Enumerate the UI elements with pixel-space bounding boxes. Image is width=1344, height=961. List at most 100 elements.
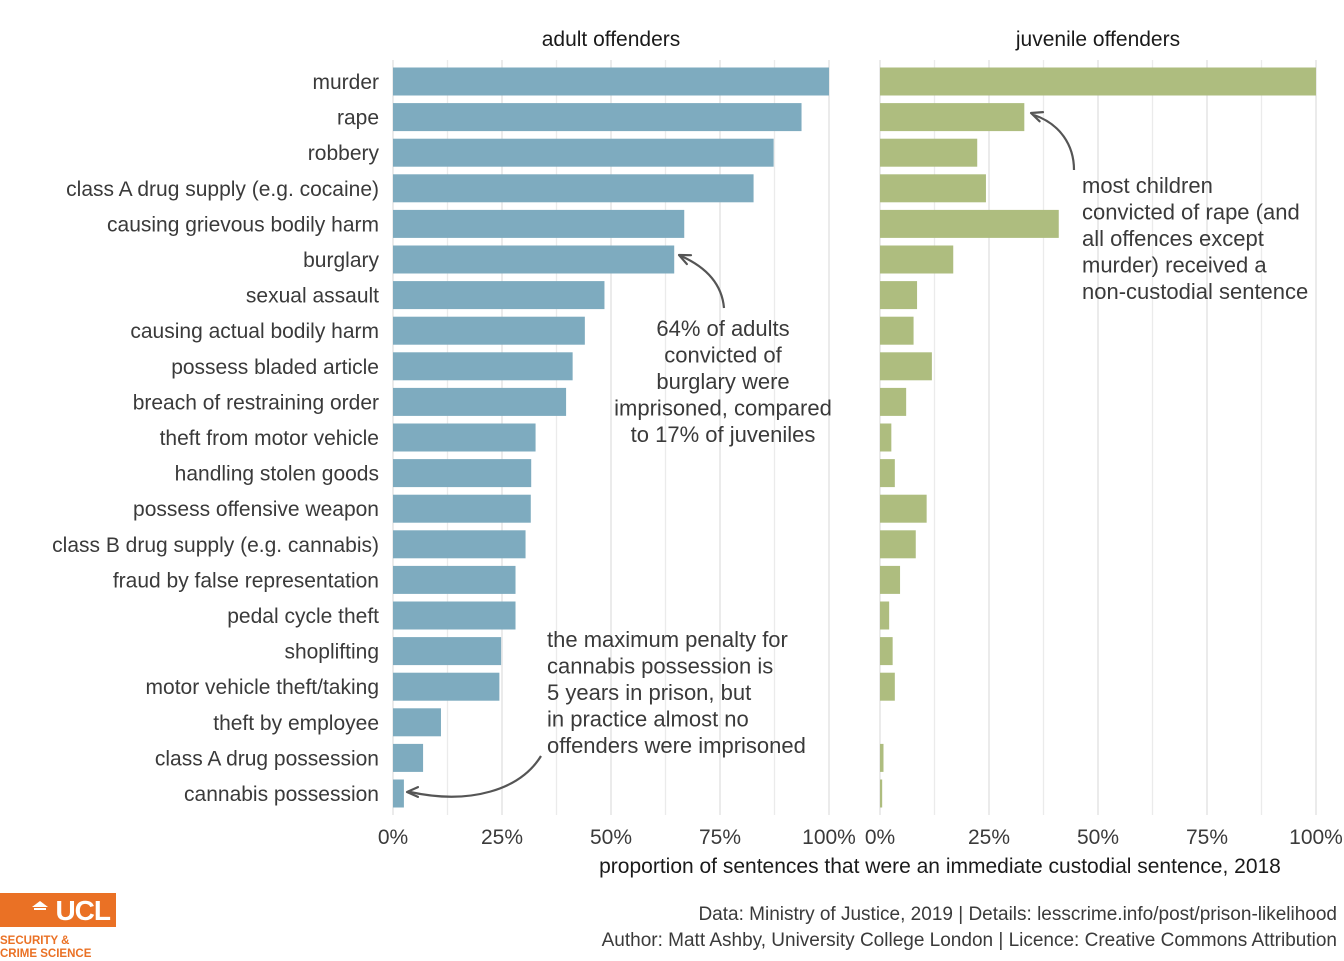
bar-juvenile [880, 459, 895, 488]
arrowhead-icon [405, 786, 420, 798]
annotation-line: cannabis possession is [547, 654, 773, 679]
category-label: possess offensive weapon [133, 498, 379, 521]
bar-adult [393, 672, 500, 701]
x-tick-label: 50% [590, 826, 632, 849]
ucl-logo-box: UCL [0, 893, 116, 927]
caption-author: Author: Matt Ashby, University College L… [601, 930, 1337, 951]
bar-juvenile [880, 316, 914, 345]
x-tick-label: 100% [1289, 826, 1343, 849]
caption-data-source: Data: Ministry of Justice, 2019 | Detail… [698, 904, 1337, 925]
x-tick-labels: 0% 25% 50% 75% 100% 0% 25% 50% 75% 100% [378, 826, 1343, 849]
category-label: causing actual bodily harm [130, 320, 379, 343]
category-label: causing grievous bodily harm [107, 213, 379, 236]
x-tick-label: 75% [1186, 826, 1228, 849]
annotation-line: imprisoned, compared [614, 396, 832, 421]
category-label: handling stolen goods [175, 463, 379, 486]
category-label: breach of restraining order [133, 391, 379, 414]
bar-juvenile [880, 779, 883, 808]
bar-adult [393, 423, 536, 452]
category-labels: murder rape robbery class A drug supply (e.… [52, 71, 379, 806]
bar-adult [393, 530, 526, 559]
bar-juvenile [880, 352, 932, 381]
bar-juvenile [880, 530, 916, 559]
bar-juvenile [880, 565, 901, 594]
category-label: cannabis possession [184, 783, 379, 806]
category-label: theft by employee [213, 712, 379, 735]
bar-juvenile [880, 672, 895, 701]
category-label: robbery [308, 142, 380, 165]
arrowhead-icon [677, 253, 693, 266]
bar-adult [393, 565, 516, 594]
x-tick-label: 75% [699, 826, 741, 849]
annotation-line: to 17% of juveniles [631, 422, 816, 447]
category-label: possess bladed article [171, 356, 379, 379]
category-label: class B drug supply (e.g. cannabis) [52, 534, 379, 557]
category-label: class A drug supply (e.g. cocaine) [66, 178, 379, 201]
arrowhead-icon [1029, 111, 1045, 123]
bar-juvenile [880, 637, 893, 666]
panel-titles: adult offenders juvenile offenders [542, 28, 1180, 51]
category-label: fraud by false representation [113, 569, 379, 592]
bar-adult [393, 779, 404, 808]
bar-adult [393, 138, 774, 167]
annotation-text: most children convicted of rape (and all o… [1082, 173, 1308, 304]
category-label: class A drug possession [155, 747, 379, 770]
bar-adult [393, 67, 829, 96]
bar-juvenile [880, 494, 927, 523]
x-tick-label: 50% [1077, 826, 1119, 849]
bar-juvenile [880, 174, 986, 203]
annotation-line: convicted of rape (and [1082, 200, 1300, 225]
category-label: theft from motor vehicle [160, 427, 379, 450]
bar-adult [393, 494, 531, 523]
category-label: murder [312, 71, 379, 94]
x-tick-label: 0% [865, 826, 895, 849]
category-label: motor vehicle theft/taking [146, 676, 379, 699]
category-label: rape [337, 107, 379, 130]
bar-juvenile [880, 67, 1316, 96]
annotation-line: 64% of adults [656, 316, 789, 341]
annotation-line: murder) received a [1082, 253, 1267, 278]
annotation-arrow [680, 254, 726, 309]
category-label: shoplifting [284, 641, 379, 664]
annotation-text: the maximum penalty for cannabis possessi… [547, 627, 806, 758]
x-axis-title: proportion of sentences that were an imm… [599, 855, 1281, 878]
bar-adult [393, 245, 675, 274]
x-tick-label: 25% [968, 826, 1010, 849]
ucl-logo: UCL SECURITY & CRIME SCIENCE [0, 893, 120, 960]
bar-juvenile [880, 743, 884, 772]
annotation-text: 64% of adults convicted of burglary were im… [614, 316, 832, 447]
bar-adult [393, 459, 532, 488]
bar-juvenile [880, 281, 918, 310]
bar-juvenile [880, 209, 1059, 238]
x-tick-label: 100% [802, 826, 856, 849]
ucl-logo-subtitle-line1: SECURITY & [0, 935, 70, 947]
bar-juvenile [880, 423, 892, 452]
annotation-line: non-custodial sentence [1082, 279, 1308, 304]
bar-adult [393, 743, 424, 772]
chart: murder rape robbery class A drug supply (e.… [52, 28, 1343, 878]
x-tick-label: 25% [481, 826, 523, 849]
panel-title: juvenile offenders [1015, 28, 1180, 51]
bar-adult [393, 637, 502, 666]
annotation-line: the maximum penalty for [547, 627, 788, 652]
bar-adult [393, 209, 685, 238]
annotation-arrow [409, 755, 542, 798]
ucl-portico-icon [32, 901, 48, 910]
category-label: pedal cycle theft [227, 605, 379, 628]
ucl-logo-text: UCL [55, 895, 111, 926]
bar-adult [393, 708, 441, 737]
bar-adult [393, 174, 754, 203]
bar-adult [393, 601, 516, 630]
annotation-line: burglary were [656, 369, 789, 394]
annotation-line: 5 years in prison, but [547, 680, 751, 705]
annotation-arrow [1033, 113, 1076, 171]
bar-juvenile [880, 387, 907, 416]
bar-juvenile [880, 245, 954, 274]
panel-title: adult offenders [542, 28, 681, 51]
bar-juvenile [880, 601, 890, 630]
bar-adult [393, 103, 802, 132]
ucl-logo-subtitle-line2: CRIME SCIENCE [0, 948, 92, 960]
bars [393, 67, 1316, 808]
category-label: sexual assault [246, 285, 379, 308]
annotation-line: most children [1082, 173, 1213, 198]
